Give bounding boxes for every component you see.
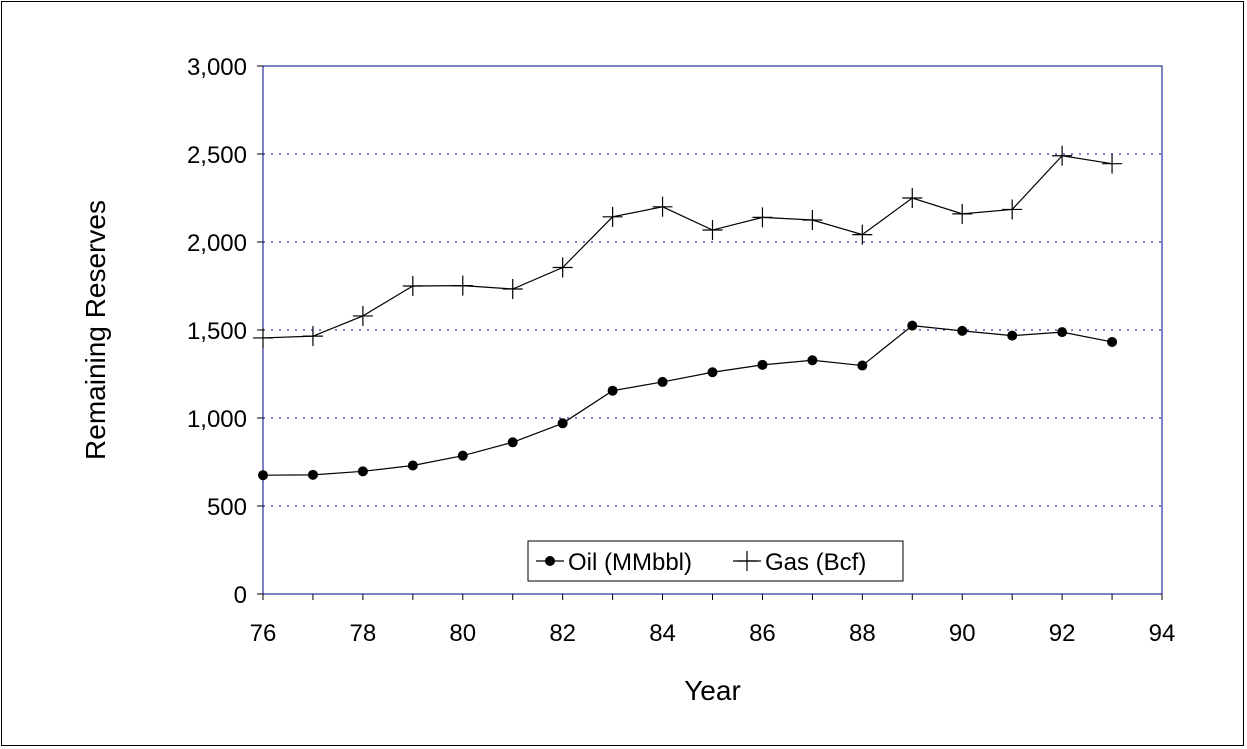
gas-data-point	[452, 275, 473, 296]
x-tick-label: 90	[949, 620, 976, 647]
y-axis-title: Remaining Reserves	[80, 200, 111, 460]
legend-box	[527, 540, 904, 582]
y-tick-label: 3,000	[187, 54, 247, 81]
gas-data-point	[702, 220, 723, 241]
gas-data-point	[402, 276, 423, 296]
gas-data-point	[952, 203, 973, 224]
x-tick-label: 78	[350, 620, 377, 647]
oil-data-point	[357, 466, 368, 477]
oil-data-point	[307, 469, 318, 480]
oil-data-point	[1057, 327, 1068, 338]
oil-series-line	[262, 324, 1113, 476]
gas-data-point	[1102, 153, 1123, 174]
oil-data-point	[1107, 336, 1118, 347]
x-tick-label: 84	[649, 620, 676, 647]
legend-label-gas: Gas (Bcf)	[765, 549, 866, 576]
x-axis-title: Year	[684, 675, 741, 706]
x-tick-label: 76	[250, 620, 277, 647]
gas-data-point	[302, 326, 323, 347]
legend-marker-gas	[737, 551, 757, 571]
gas-data-point	[352, 305, 373, 326]
x-tick-label: 80	[449, 620, 476, 647]
oil-data-point	[757, 359, 768, 370]
oil-data-point	[707, 367, 718, 378]
oil-data-point	[607, 385, 618, 396]
x-tick-label: 86	[749, 620, 776, 647]
oil-data-point	[857, 360, 868, 371]
y-tick-label: 500	[207, 494, 247, 521]
oil-data-point	[507, 437, 518, 448]
gas-data-point	[1002, 199, 1023, 220]
y-tick-label: 1,000	[187, 406, 247, 433]
oil-data-point	[907, 320, 918, 331]
gas-data-point	[1052, 145, 1073, 166]
oil-data-point	[258, 470, 268, 481]
gas-data-point	[902, 188, 923, 208]
gas-data-point	[752, 207, 773, 228]
legend: Oil (MMbbl) Gas (Bcf)	[527, 540, 904, 582]
y-tick-label: 1,500	[187, 318, 247, 345]
x-tick-label: 88	[849, 620, 876, 647]
gas-series-line	[262, 155, 1113, 339]
x-tick-label: 82	[549, 620, 576, 647]
y-tick-label: 0	[234, 582, 247, 609]
oil-data-point	[1007, 330, 1018, 341]
y-tick-label: 2,000	[187, 230, 247, 257]
gas-data-point	[602, 206, 623, 227]
oil-data-point	[657, 376, 668, 387]
gas-data-point	[652, 196, 673, 217]
x-tick-label: 92	[1049, 620, 1076, 647]
x-tick-label: 94	[1149, 620, 1176, 647]
legend-label-oil: Oil (MMbbl)	[568, 549, 692, 576]
oil-data-point	[557, 418, 568, 429]
oil-data-point	[407, 460, 418, 471]
gas-data-point	[802, 210, 823, 230]
gas-data-point	[502, 278, 523, 299]
oil-data-point	[957, 325, 968, 336]
oil-data-point	[807, 355, 818, 366]
oil-data-point	[457, 450, 468, 461]
gas-data-point	[253, 327, 273, 348]
gas-data-point	[552, 257, 573, 278]
legend-marker-oil	[545, 556, 555, 566]
y-tick-label: 2,500	[187, 142, 247, 169]
gas-data-point	[852, 224, 873, 245]
